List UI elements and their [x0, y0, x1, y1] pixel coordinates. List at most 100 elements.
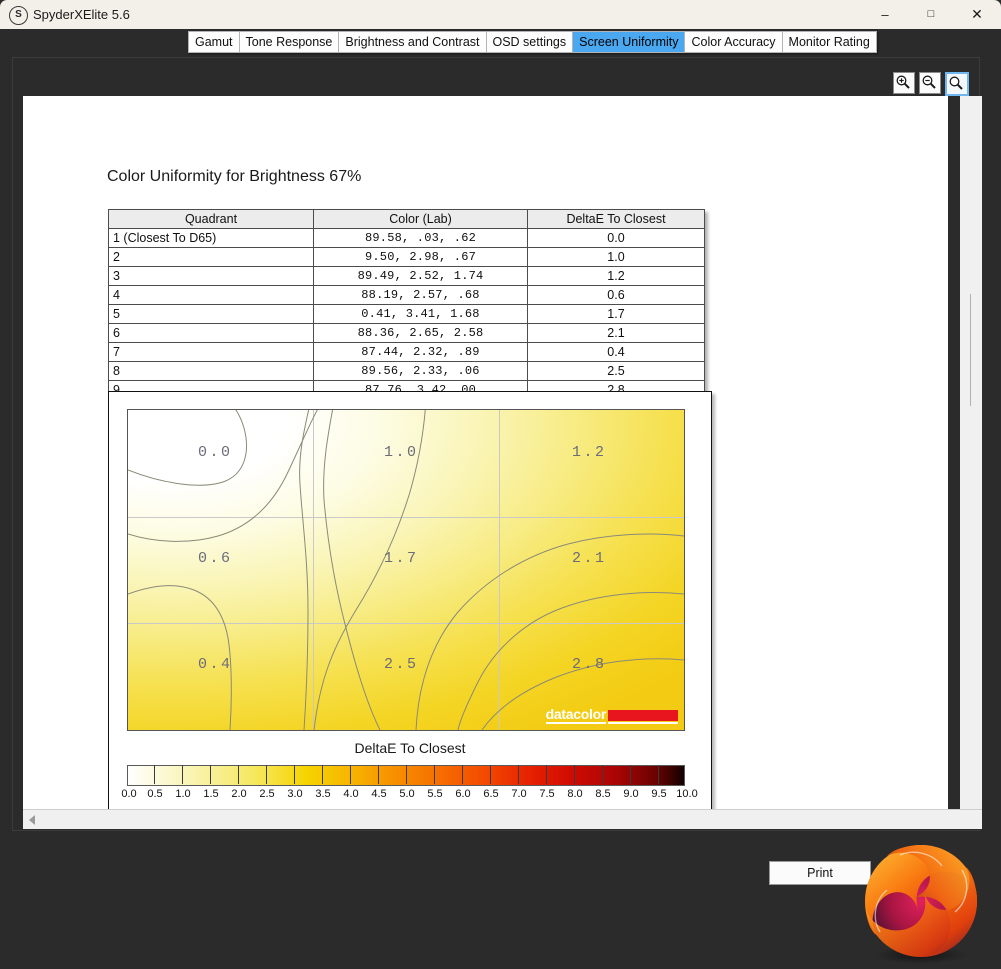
heatmap-cell-label-7: 0.4 [198, 656, 233, 673]
heatmap-plot: 0.0 1.0 1.2 0.6 1.7 2.1 0.4 2.5 2.8 data… [127, 409, 685, 731]
cell-quadrant: 1 (Closest To D65) [108, 228, 314, 248]
colorbar-title: DeltaE To Closest [354, 740, 466, 756]
zoom-out-icon[interactable] [919, 72, 941, 94]
uniformity-table: Quadrant Color (Lab) DeltaE To Closest 1… [108, 209, 705, 400]
colorbar-tick-label: 3.0 [287, 788, 303, 800]
horizontal-scrollbar[interactable] [23, 809, 982, 829]
colorbar-tick [658, 765, 659, 784]
cell-quadrant: 8 [108, 361, 314, 381]
heatmap-gridline-h1 [128, 517, 684, 518]
table-row: 6 88.36, 2.65, 2.58 2.1 [108, 323, 705, 343]
colorbar-tick-label: 10.0 [676, 788, 698, 800]
cell-delta: 1.2 [527, 266, 705, 286]
cell-lab: 89.49, 2.52, 1.74 [313, 266, 528, 286]
colorbar-tick [434, 765, 435, 784]
uniformity-heatmap-card: 0.0 1.0 1.2 0.6 1.7 2.1 0.4 2.5 2.8 data… [108, 391, 712, 809]
cell-lab: 89.58, .03, .62 [313, 228, 528, 248]
cell-quadrant: 7 [108, 342, 314, 362]
cell-delta: 0.6 [527, 285, 705, 305]
cell-lab: 9.50, 2.98, .67 [313, 247, 528, 267]
heatmap-cell-label-6: 2.1 [572, 550, 607, 567]
table-row: 3 89.49, 2.52, 1.74 1.2 [108, 266, 705, 286]
colorbar-tick-label: 9.0 [623, 788, 639, 800]
close-button[interactable]: ✕ [971, 6, 983, 22]
cell-lab: 88.36, 2.65, 2.58 [313, 323, 528, 343]
colorbar-tick-label: 3.5 [315, 788, 331, 800]
minimize-button[interactable]: – [881, 7, 889, 22]
cell-quadrant: 4 [108, 285, 314, 305]
report-viewer: Color Uniformity for Brightness 67% Quad… [12, 57, 982, 831]
colorbar-tick-label: 9.5 [651, 788, 667, 800]
tab-color-accuracy[interactable]: Color Accuracy [684, 31, 782, 53]
vertical-scrollbar[interactable] [960, 96, 982, 809]
cell-quadrant: 2 [108, 247, 314, 267]
title-bar: S SpyderXElite 5.6 – □ ✕ [0, 0, 1001, 29]
cell-lab: 87.44, 2.32, .89 [313, 342, 528, 362]
heatmap-cell-label-8: 2.5 [384, 656, 419, 673]
tab-tone-response[interactable]: Tone Response [238, 31, 339, 53]
cell-delta: 0.0 [527, 228, 705, 248]
scroll-left-arrow-icon[interactable] [29, 815, 35, 825]
colorbar-tick-label: 2.5 [259, 788, 275, 800]
tab-brightness-and-contrast[interactable]: Brightness and Contrast [338, 31, 486, 53]
colorbar-tick [518, 765, 519, 784]
cell-quadrant: 6 [108, 323, 314, 343]
colorbar-tick [154, 765, 155, 784]
cell-delta: 2.1 [527, 323, 705, 343]
table-row: 1 (Closest To D65) 89.58, .03, .62 0.0 [108, 228, 705, 248]
heatmap-gridline-v2 [499, 410, 500, 730]
table-row: 8 89.56, 2.33, .06 2.5 [108, 361, 705, 381]
zoom-in-icon[interactable] [893, 72, 915, 94]
cell-delta: 1.0 [527, 247, 705, 267]
header-deltae: DeltaE To Closest [527, 209, 705, 229]
colorbar-tick-label: 8.0 [567, 788, 583, 800]
heatmap-cell-label-5: 1.7 [384, 550, 419, 567]
print-button[interactable]: Print [769, 861, 871, 885]
cell-lab: 88.19, 2.57, .68 [313, 285, 528, 305]
datacolor-bar [608, 710, 678, 724]
tab-osd-settings[interactable]: OSD settings [485, 31, 573, 53]
cell-delta: 0.4 [527, 342, 705, 362]
colorbar-tick [182, 765, 183, 784]
cell-delta: 2.5 [527, 361, 705, 381]
colorbar-tick [546, 765, 547, 784]
maximize-button[interactable]: □ [927, 8, 935, 20]
table-row: 4 88.19, 2.57, .68 0.6 [108, 285, 705, 305]
datacolor-logo: datacolor [545, 707, 678, 724]
magnifier-icon[interactable] [945, 72, 969, 96]
colorbar-tick [210, 765, 211, 784]
header-color-lab: Color (Lab) [313, 209, 528, 229]
colorbar-tick-label: 4.0 [343, 788, 359, 800]
colorbar-tick [350, 765, 351, 784]
colorbar-tick-label: 4.5 [371, 788, 387, 800]
window-title: SpyderXElite 5.6 [33, 7, 130, 22]
cell-lab: 0.41, 3.41, 1.68 [313, 304, 528, 324]
zoom-toolbar [893, 72, 969, 96]
table-row: 7 87.44, 2.32, .89 0.4 [108, 342, 705, 362]
header-quadrant: Quadrant [108, 209, 314, 229]
colorbar-tick-label: 2.0 [231, 788, 247, 800]
colorbar-tick-label: 6.0 [455, 788, 471, 800]
colorbar-tick-label: 8.5 [595, 788, 611, 800]
datacolor-swirl-logo [865, 845, 977, 964]
tab-monitor-rating[interactable]: Monitor Rating [781, 31, 877, 53]
cell-quadrant: 3 [108, 266, 314, 286]
heatmap-gridline-v1 [313, 410, 314, 730]
cell-delta: 1.7 [527, 304, 705, 324]
cell-quadrant: 5 [108, 304, 314, 324]
vertical-scrollbar-thumb[interactable] [970, 294, 971, 406]
tab-gamut[interactable]: Gamut [188, 31, 239, 53]
heatmap-contour-lines [128, 410, 684, 730]
heatmap-cell-label-9: 2.8 [572, 656, 607, 673]
heatmap-cell-label-4: 0.6 [198, 550, 233, 567]
tab-strip: Gamut Tone Response Brightness and Contr… [0, 29, 1001, 55]
heatmap-gridline-h2 [128, 623, 684, 624]
colorbar-tick [322, 765, 323, 784]
colorbar-tick [490, 765, 491, 784]
heatmap-gradient [128, 410, 684, 730]
tab-screen-uniformity[interactable]: Screen Uniformity [572, 31, 685, 53]
colorbar-tick [602, 765, 603, 784]
colorbar-tick-label: 7.5 [539, 788, 555, 800]
main-panel: Color Uniformity for Brightness 67% Quad… [0, 55, 1001, 964]
report-page: Color Uniformity for Brightness 67% Quad… [23, 96, 948, 809]
